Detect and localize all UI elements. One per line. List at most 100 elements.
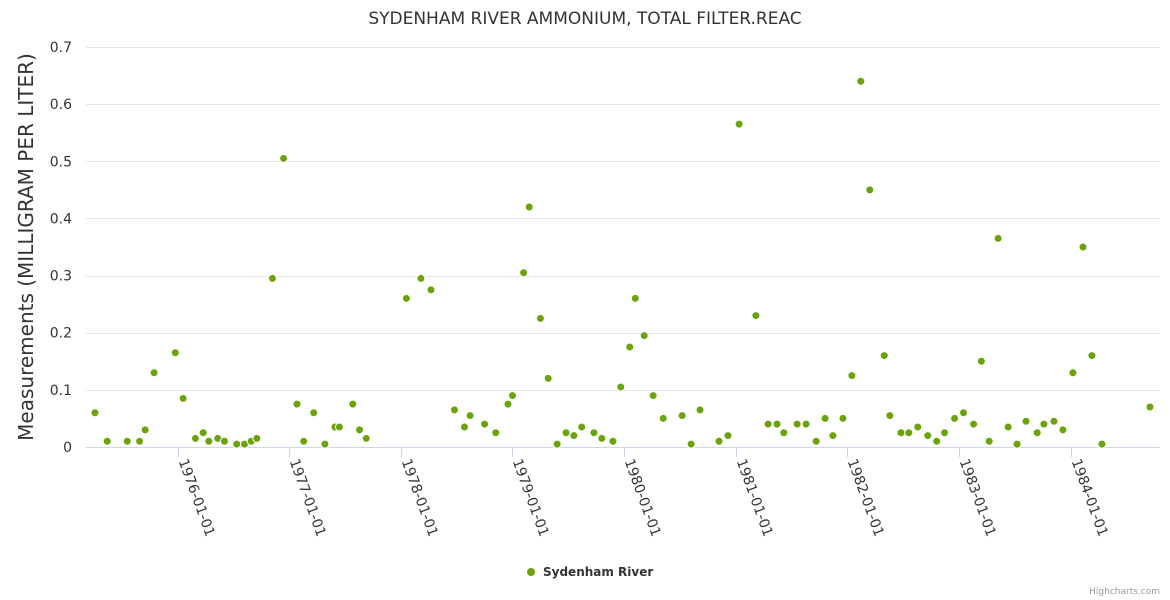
- data-point[interactable]: [838, 413, 848, 423]
- data-point[interactable]: [524, 202, 534, 212]
- data-point[interactable]: [959, 408, 969, 418]
- data-point[interactable]: [219, 436, 229, 446]
- data-point[interactable]: [503, 399, 513, 409]
- data-point[interactable]: [896, 428, 906, 438]
- data-point[interactable]: [993, 233, 1003, 243]
- data-point[interactable]: [677, 411, 687, 421]
- data-point[interactable]: [608, 436, 618, 446]
- data-point[interactable]: [1078, 242, 1088, 252]
- data-point[interactable]: [232, 439, 242, 449]
- data-point[interactable]: [122, 436, 132, 446]
- data-point[interactable]: [879, 351, 889, 361]
- data-point[interactable]: [449, 405, 459, 415]
- data-point[interactable]: [865, 185, 875, 195]
- data-point[interactable]: [984, 436, 994, 446]
- data-point[interactable]: [140, 425, 150, 435]
- data-point[interactable]: [1049, 416, 1059, 426]
- data-point[interactable]: [480, 419, 490, 429]
- legend-item-sydenham-river[interactable]: Sydenham River: [527, 565, 653, 579]
- data-point[interactable]: [292, 399, 302, 409]
- data-point[interactable]: [913, 422, 923, 432]
- data-point[interactable]: [535, 313, 545, 323]
- data-point[interactable]: [969, 419, 979, 429]
- data-point[interactable]: [1145, 402, 1155, 412]
- data-point[interactable]: [723, 431, 733, 441]
- data-point[interactable]: [149, 368, 159, 378]
- data-point[interactable]: [940, 428, 950, 438]
- data-point[interactable]: [320, 439, 330, 449]
- data-point[interactable]: [1087, 351, 1097, 361]
- data-point[interactable]: [90, 408, 100, 418]
- data-point[interactable]: [170, 348, 180, 358]
- data-point[interactable]: [561, 428, 571, 438]
- data-point[interactable]: [459, 422, 469, 432]
- chart-credit[interactable]: Highcharts.com: [1089, 587, 1160, 597]
- data-point[interactable]: [885, 411, 895, 421]
- data-point[interactable]: [348, 399, 358, 409]
- series-sydenham-river[interactable]: [90, 76, 1155, 449]
- data-point[interactable]: [1003, 422, 1013, 432]
- data-point[interactable]: [828, 431, 838, 441]
- data-point[interactable]: [1012, 439, 1022, 449]
- data-point[interactable]: [190, 433, 200, 443]
- data-point[interactable]: [361, 433, 371, 443]
- data-point[interactable]: [577, 422, 587, 432]
- data-point[interactable]: [401, 293, 411, 303]
- data-point[interactable]: [976, 356, 986, 366]
- data-point[interactable]: [630, 293, 640, 303]
- data-point[interactable]: [801, 419, 811, 429]
- data-point[interactable]: [847, 371, 857, 381]
- data-point[interactable]: [820, 413, 830, 423]
- data-point[interactable]: [811, 436, 821, 446]
- data-point[interactable]: [950, 413, 960, 423]
- data-point[interactable]: [734, 119, 744, 129]
- data-point[interactable]: [751, 311, 761, 321]
- data-point[interactable]: [426, 285, 436, 295]
- data-point[interactable]: [267, 273, 277, 283]
- data-point[interactable]: [1097, 439, 1107, 449]
- data-point[interactable]: [904, 428, 914, 438]
- data-point[interactable]: [639, 331, 649, 341]
- data-point[interactable]: [648, 391, 658, 401]
- data-point[interactable]: [686, 439, 696, 449]
- data-point[interactable]: [658, 413, 668, 423]
- data-point[interactable]: [309, 408, 319, 418]
- y-tick-label: 0.1: [50, 383, 72, 399]
- data-point[interactable]: [178, 393, 188, 403]
- data-point[interactable]: [1068, 368, 1078, 378]
- data-point[interactable]: [772, 419, 782, 429]
- data-point[interactable]: [507, 391, 517, 401]
- data-point[interactable]: [779, 428, 789, 438]
- data-point[interactable]: [279, 153, 289, 163]
- data-point[interactable]: [543, 373, 553, 383]
- data-point[interactable]: [416, 273, 426, 283]
- data-point[interactable]: [695, 405, 705, 415]
- data-point[interactable]: [763, 419, 773, 429]
- data-point[interactable]: [1039, 419, 1049, 429]
- data-point[interactable]: [589, 428, 599, 438]
- data-point[interactable]: [198, 428, 208, 438]
- data-point[interactable]: [714, 436, 724, 446]
- data-point[interactable]: [465, 411, 475, 421]
- data-point[interactable]: [519, 268, 529, 278]
- data-point[interactable]: [102, 436, 112, 446]
- data-point[interactable]: [597, 433, 607, 443]
- data-point[interactable]: [355, 425, 365, 435]
- data-point[interactable]: [1032, 428, 1042, 438]
- data-point[interactable]: [334, 422, 344, 432]
- data-point[interactable]: [1058, 425, 1068, 435]
- data-point[interactable]: [135, 436, 145, 446]
- data-point[interactable]: [932, 436, 942, 446]
- data-point[interactable]: [569, 431, 579, 441]
- data-point[interactable]: [252, 433, 262, 443]
- data-point[interactable]: [856, 76, 866, 86]
- data-point[interactable]: [923, 431, 933, 441]
- data-point[interactable]: [491, 428, 501, 438]
- data-point[interactable]: [552, 439, 562, 449]
- data-point[interactable]: [299, 436, 309, 446]
- data-point[interactable]: [204, 436, 214, 446]
- data-point[interactable]: [625, 342, 635, 352]
- data-point[interactable]: [792, 419, 802, 429]
- data-point[interactable]: [1021, 416, 1031, 426]
- data-point[interactable]: [616, 382, 626, 392]
